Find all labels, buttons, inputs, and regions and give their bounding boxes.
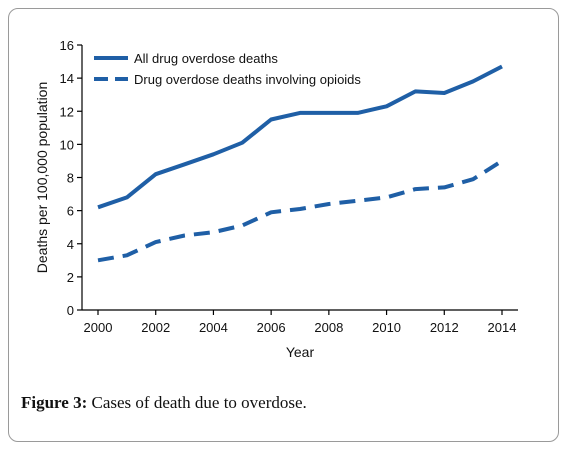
y-tick-label: 8 bbox=[67, 171, 74, 186]
legend: All drug overdose deaths Drug overdose de… bbox=[94, 51, 361, 87]
y-tick-label: 16 bbox=[60, 38, 74, 53]
x-tick-label: 2008 bbox=[314, 320, 343, 335]
y-tick-label: 10 bbox=[60, 137, 74, 152]
series-line-all-drug-overdose bbox=[97, 64, 503, 210]
x-axis-label: Year bbox=[286, 344, 315, 360]
y-tick-label: 12 bbox=[60, 104, 74, 119]
x-tick-label: 2010 bbox=[372, 320, 401, 335]
y-tick-label: 2 bbox=[67, 270, 74, 285]
figure-caption: Figure 3: Cases of death due to overdose… bbox=[21, 393, 307, 413]
x-tick-label: 2012 bbox=[430, 320, 459, 335]
y-tick-label: 6 bbox=[67, 204, 74, 219]
x-tick-label: 2004 bbox=[199, 320, 228, 335]
legend-label: Drug overdose deaths involving opioids bbox=[134, 72, 361, 87]
legend-label: All drug overdose deaths bbox=[134, 51, 278, 66]
x-axis-ticks: 2000 2002 2004 2006 2008 2010 2012 2014 bbox=[84, 310, 517, 335]
y-axis-label: Deaths per 100,000 population bbox=[34, 82, 50, 273]
caption-label: Figure 3: bbox=[21, 393, 88, 412]
y-tick-label: 0 bbox=[67, 303, 74, 318]
y-tick-label: 14 bbox=[60, 71, 74, 86]
y-tick-label: 4 bbox=[67, 237, 74, 252]
caption-text: Cases of death due to overdose. bbox=[87, 393, 307, 412]
series-line-opioid-overdose bbox=[97, 159, 504, 263]
y-axis-ticks: 0 2 4 6 8 10 12 14 16 bbox=[60, 38, 82, 318]
x-tick-label: 2000 bbox=[84, 320, 113, 335]
x-tick-label: 2014 bbox=[488, 320, 517, 335]
x-tick-label: 2006 bbox=[257, 320, 286, 335]
series-lines bbox=[97, 64, 504, 263]
x-tick-label: 2002 bbox=[141, 320, 170, 335]
